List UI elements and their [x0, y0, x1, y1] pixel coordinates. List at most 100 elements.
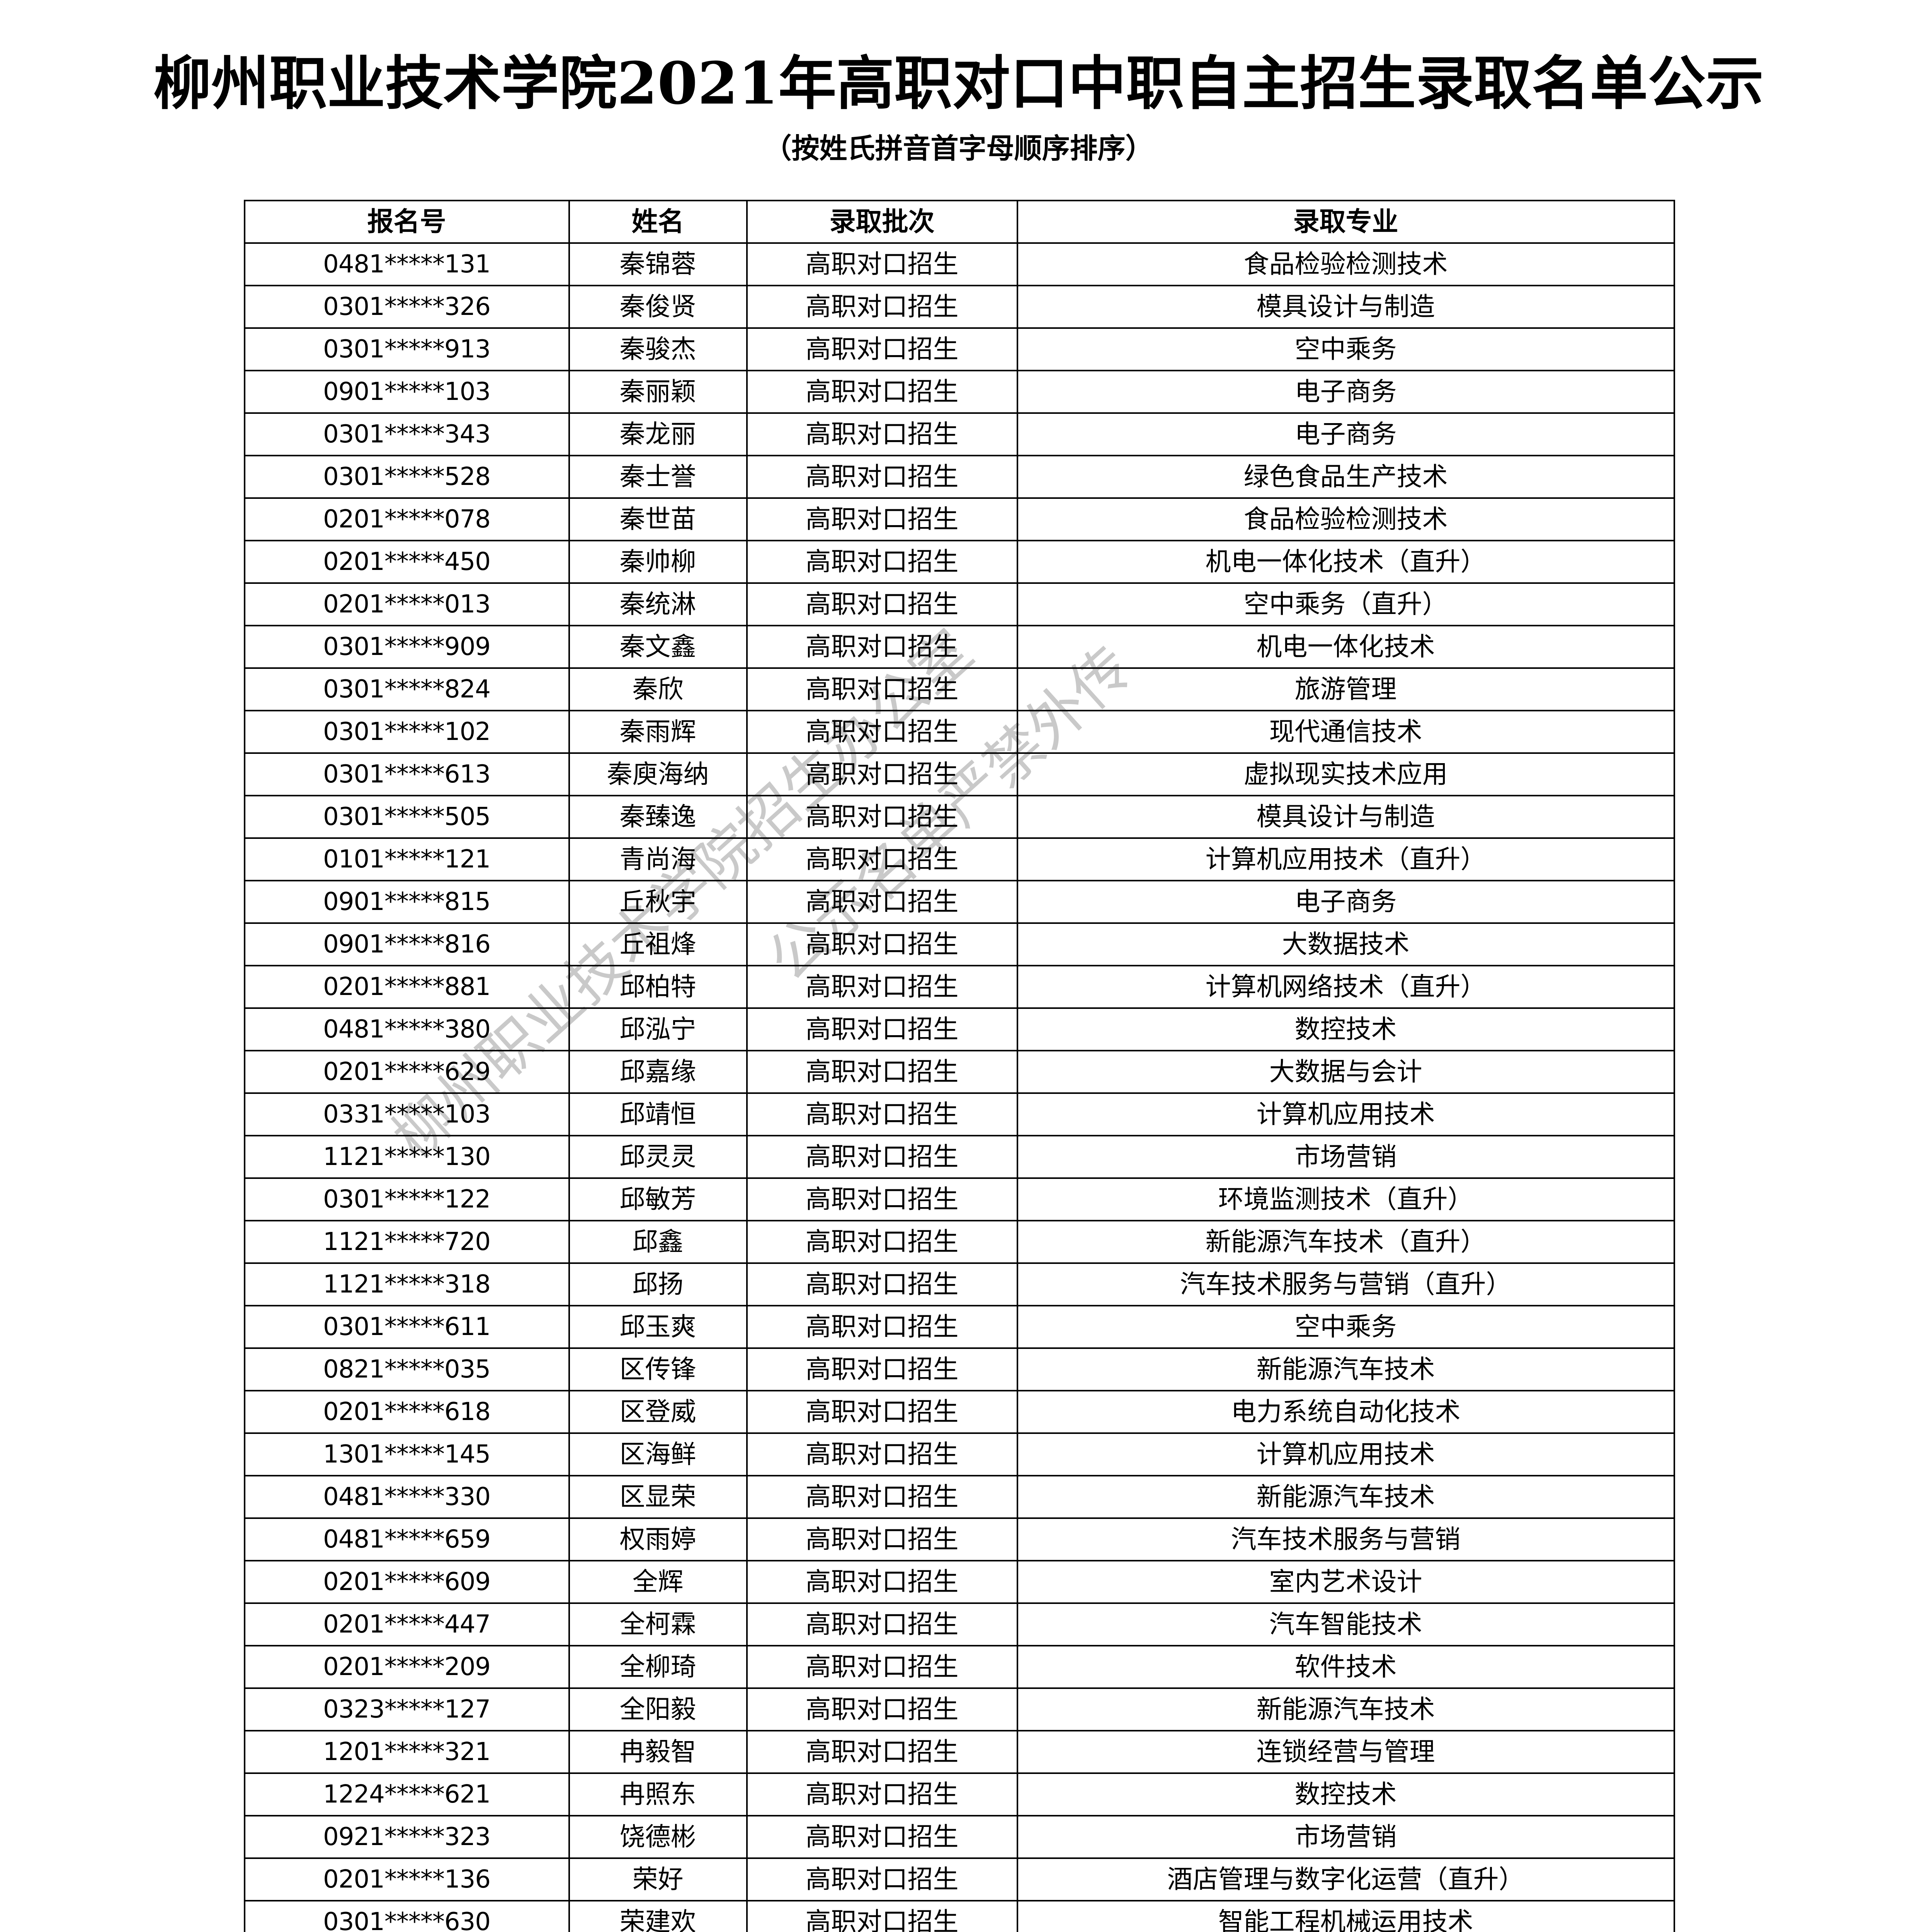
cell-admission-batch: 高职对口招生: [746, 922, 1018, 966]
cell-admission-batch: 高职对口招生: [746, 752, 1018, 796]
cell-admission-batch: 高职对口招生: [746, 369, 1018, 414]
cell-admitted-major: 新能源汽车技术: [1016, 1687, 1675, 1731]
cell-student-name: 冉照东: [568, 1772, 748, 1816]
column-header-name: 姓名: [568, 199, 748, 244]
table-row: 0821*****035 区传锋 高职对口招生 新能源汽车技术: [243, 1347, 1675, 1391]
cell-admitted-major: 智能工程机械运用技术: [1016, 1900, 1675, 1932]
page-title: 柳州职业技术学院2021年高职对口中职自主招生录取名单公示: [153, 49, 1764, 117]
cell-registration-number: 0201*****013: [243, 582, 570, 626]
table-row: 0201*****013 秦统淋 高职对口招生 空中乘务（直升）: [243, 582, 1675, 626]
cell-registration-number: 0901*****103: [243, 369, 570, 414]
cell-student-name: 荣好: [568, 1857, 748, 1901]
cell-student-name: 邱鑫: [568, 1219, 748, 1264]
cell-admitted-major: 旅游管理: [1016, 667, 1675, 711]
cell-admitted-major: 环境监测技术（直升）: [1016, 1177, 1675, 1221]
cell-student-name: 丘秋宇: [568, 879, 748, 924]
cell-admitted-major: 新能源汽车技术: [1016, 1475, 1675, 1519]
table-row: 0301*****913 秦骏杰 高职对口招生 空中乘务: [243, 327, 1675, 371]
cell-student-name: 邱灵灵: [568, 1134, 748, 1179]
cell-registration-number: 0301*****824: [243, 667, 570, 711]
table-row: 1224*****621 冉照东 高职对口招生 数控技术: [243, 1772, 1675, 1816]
cell-admission-batch: 高职对口招生: [746, 879, 1018, 924]
table-row: 0201*****618 区登威 高职对口招生 电力系统自动化技术: [243, 1389, 1675, 1434]
cell-admission-batch: 高职对口招生: [746, 1134, 1018, 1179]
table-row: 1201*****321 冉毅智 高职对口招生 连锁经营与管理: [243, 1730, 1675, 1774]
cell-admitted-major: 绿色食品生产技术: [1016, 454, 1675, 499]
cell-admitted-major: 软件技术: [1016, 1645, 1675, 1689]
cell-admitted-major: 新能源汽车技术（直升）: [1016, 1219, 1675, 1264]
cell-admission-batch: 高职对口招生: [746, 284, 1018, 329]
table-body: 0481*****131 秦锦蓉 高职对口招生 食品检验检测技术 0301*****32…: [243, 242, 1675, 1932]
table-row: 0921*****323 饶德彬 高职对口招生 市场营销: [243, 1815, 1675, 1859]
table-row: 0201*****209 全柳琦 高职对口招生 软件技术: [243, 1645, 1675, 1689]
cell-student-name: 区传锋: [568, 1347, 748, 1391]
cell-student-name: 秦统淋: [568, 582, 748, 626]
cell-registration-number: 0301*****611: [243, 1304, 570, 1349]
cell-admitted-major: 大数据技术: [1016, 922, 1675, 966]
table-row: 1121*****318 邱扬 高职对口招生 汽车技术服务与营销（直升）: [243, 1262, 1675, 1306]
table-row: 0481*****330 区显荣 高职对口招生 新能源汽车技术: [243, 1475, 1675, 1519]
cell-admission-batch: 高职对口招生: [746, 1177, 1018, 1221]
cell-admission-batch: 高职对口招生: [746, 1900, 1018, 1932]
cell-student-name: 全柳琦: [568, 1645, 748, 1689]
cell-admission-batch: 高职对口招生: [746, 412, 1018, 456]
cell-registration-number: 0481*****131: [243, 242, 570, 286]
cell-admitted-major: 市场营销: [1016, 1134, 1675, 1179]
cell-admission-batch: 高职对口招生: [746, 1389, 1018, 1434]
cell-admission-batch: 高职对口招生: [746, 1560, 1018, 1604]
cell-registration-number: 1201*****321: [243, 1730, 570, 1774]
cell-admitted-major: 空中乘务: [1016, 1304, 1675, 1349]
table-row: 0301*****122 邱敏芳 高职对口招生 环境监测技术（直升）: [243, 1177, 1675, 1221]
cell-student-name: 秦雨辉: [568, 709, 748, 754]
table-row: 0201*****078 秦世苗 高职对口招生 食品检验检测技术: [243, 497, 1675, 541]
table-row: 0301*****505 秦臻逸 高职对口招生 模具设计与制造: [243, 794, 1675, 839]
cell-registration-number: 0201*****078: [243, 497, 570, 541]
cell-registration-number: 0301*****613: [243, 752, 570, 796]
cell-student-name: 饶德彬: [568, 1815, 748, 1859]
table-row: 0301*****528 秦士誉 高职对口招生 绿色食品生产技术: [243, 454, 1675, 499]
cell-student-name: 秦士誉: [568, 454, 748, 499]
cell-registration-number: 0323*****127: [243, 1687, 570, 1731]
table-row: 0101*****121 青尚海 高职对口招生 计算机应用技术（直升）: [243, 837, 1675, 881]
cell-student-name: 邱嘉缘: [568, 1049, 748, 1094]
cell-registration-number: 1224*****621: [243, 1772, 570, 1816]
cell-registration-number: 0301*****528: [243, 454, 570, 499]
cell-student-name: 全阳毅: [568, 1687, 748, 1731]
cell-admitted-major: 新能源汽车技术: [1016, 1347, 1675, 1391]
cell-admission-batch: 高职对口招生: [746, 837, 1018, 881]
cell-student-name: 秦俊贤: [568, 284, 748, 329]
cell-registration-number: 0201*****450: [243, 539, 570, 584]
cell-admitted-major: 机电一体化技术: [1016, 624, 1675, 669]
cell-student-name: 秦世苗: [568, 497, 748, 541]
cell-registration-number: 0331*****103: [243, 1092, 570, 1136]
roster-table-container: 柳州职业技术学院招生办公室 公示名单严禁外传 报名号 姓名 录取批次 录取专业 …: [243, 199, 1675, 1932]
cell-admission-batch: 高职对口招生: [746, 1815, 1018, 1859]
cell-registration-number: 0821*****035: [243, 1347, 570, 1391]
cell-registration-number: 0301*****630: [243, 1900, 570, 1932]
cell-registration-number: 1301*****145: [243, 1432, 570, 1476]
cell-admission-batch: 高职对口招生: [746, 539, 1018, 584]
cell-registration-number: 0201*****609: [243, 1560, 570, 1604]
cell-student-name: 秦骏杰: [568, 327, 748, 371]
cell-student-name: 邱扬: [568, 1262, 748, 1306]
cell-registration-number: 0481*****380: [243, 1007, 570, 1051]
cell-admission-batch: 高职对口招生: [746, 327, 1018, 371]
cell-admission-batch: 高职对口招生: [746, 1772, 1018, 1816]
cell-registration-number: 0201*****618: [243, 1389, 570, 1434]
cell-admitted-major: 数控技术: [1016, 1772, 1675, 1816]
cell-student-name: 区显荣: [568, 1475, 748, 1519]
table-row: 0301*****611 邱玉爽 高职对口招生 空中乘务: [243, 1304, 1675, 1349]
cell-admitted-major: 空中乘务（直升）: [1016, 582, 1675, 626]
cell-admission-batch: 高职对口招生: [746, 1304, 1018, 1349]
cell-student-name: 秦锦蓉: [568, 242, 748, 286]
cell-admission-batch: 高职对口招生: [746, 582, 1018, 626]
table-row: 0301*****824 秦欣 高职对口招生 旅游管理: [243, 667, 1675, 711]
cell-student-name: 丘祖烽: [568, 922, 748, 966]
table-row: 0201*****447 全柯霖 高职对口招生 汽车智能技术: [243, 1602, 1675, 1646]
cell-admitted-major: 计算机应用技术（直升）: [1016, 837, 1675, 881]
cell-admitted-major: 食品检验检测技术: [1016, 242, 1675, 286]
cell-registration-number: 0921*****323: [243, 1815, 570, 1859]
cell-student-name: 冉毅智: [568, 1730, 748, 1774]
cell-admission-batch: 高职对口招生: [746, 1730, 1018, 1774]
cell-student-name: 邱玉爽: [568, 1304, 748, 1349]
